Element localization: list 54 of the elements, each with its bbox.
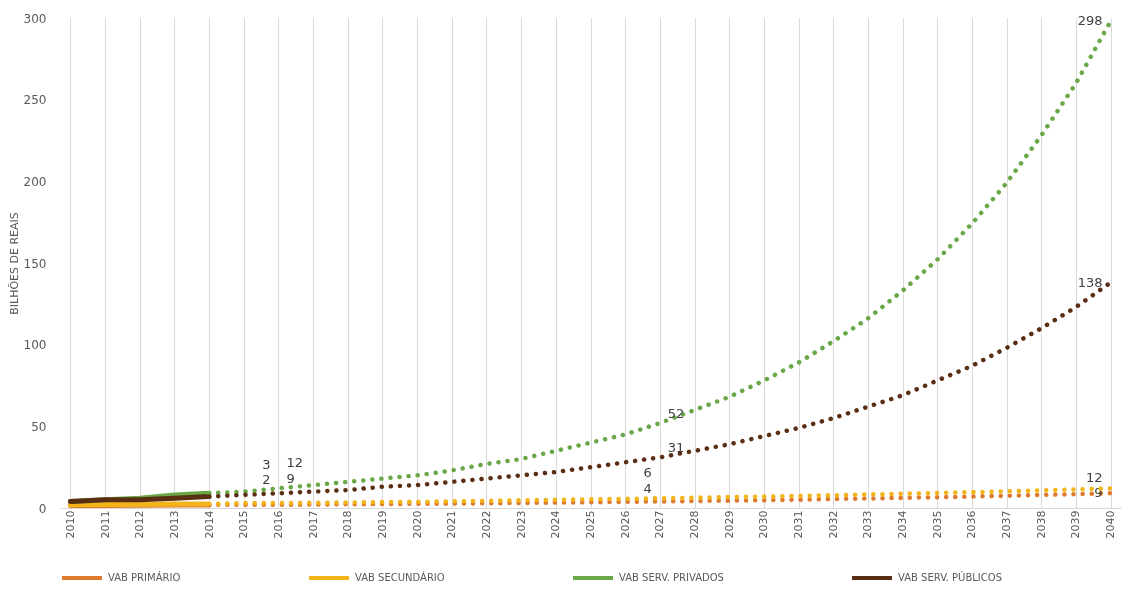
x-tick-label: 2033 [861,510,875,539]
data-label: 52 [667,406,685,422]
data-label: 6 [643,465,652,481]
legend-label: VAB PRIMÁRIO [108,571,181,583]
y-tick-label: 150 [23,256,47,271]
data-label: 298 [1077,13,1103,29]
x-tick-label: 2039 [1069,510,1083,539]
x-tick-label: 2034 [896,510,910,539]
x-tick-label: 2018 [341,510,355,539]
y-tick-label: 250 [23,93,47,108]
x-tick-label: 2022 [479,510,493,539]
x-tick-label: 2014 [202,510,216,539]
data-label: 31 [667,440,685,456]
x-tick-label: 2027 [653,510,667,539]
x-tick-label: 2011 [98,510,112,539]
x-tick-label: 2025 [584,510,597,539]
data-label: 12 [1086,469,1103,485]
data-label: 138 [1077,274,1103,290]
x-tick-label: 2021 [445,510,459,539]
data-label: 4 [643,480,652,496]
y-tick-label: 200 [23,174,47,189]
x-tick-label: 2015 [237,510,251,539]
y-tick-label: 100 [23,338,47,353]
data-label: 9 [286,471,295,487]
x-tick-label: 2030 [757,510,771,539]
x-tick-label: 2037 [1000,510,1014,539]
x-tick-label: 2016 [271,510,285,539]
y-axis-title: BILHÕES DE REAIS [7,212,21,315]
data-label: 12 [286,455,303,471]
y-tick-label: 0 [38,501,47,516]
x-tick-label: 2035 [930,510,944,539]
x-tick-label: 2032 [826,510,840,539]
x-tick-label: 2023 [514,510,528,539]
x-tick-label: 2028 [688,510,702,539]
x-tick-label: 2013 [167,510,181,539]
y-tick-label: 50 [31,419,47,434]
data-label: 3 [262,457,271,473]
x-tick-label: 2031 [792,510,806,539]
x-tick-label: 2017 [306,510,320,539]
legend-label: VAB SECUNDÁRIO [355,571,445,583]
x-tick-label: 2019 [375,510,389,539]
legend-label: VAB SERV. PÚBLICOS [898,571,1002,583]
x-tick-label: 2029 [722,510,736,539]
x-tick-label: 2012 [133,510,147,539]
legend-label: VAB SERV. PRIVADOS [619,572,724,583]
x-tick-label: 2026 [618,510,632,539]
x-tick-label: 2038 [1034,510,1048,539]
x-tick-label: 2036 [965,510,979,539]
x-tick-label: 2020 [410,510,424,539]
x-tick-label: 2024 [549,510,563,539]
x-tick-label: 2010 [63,510,77,539]
y-tick-label: 300 [23,11,47,26]
data-label: 2 [262,472,271,488]
x-tick-label: 2040 [1104,510,1118,539]
